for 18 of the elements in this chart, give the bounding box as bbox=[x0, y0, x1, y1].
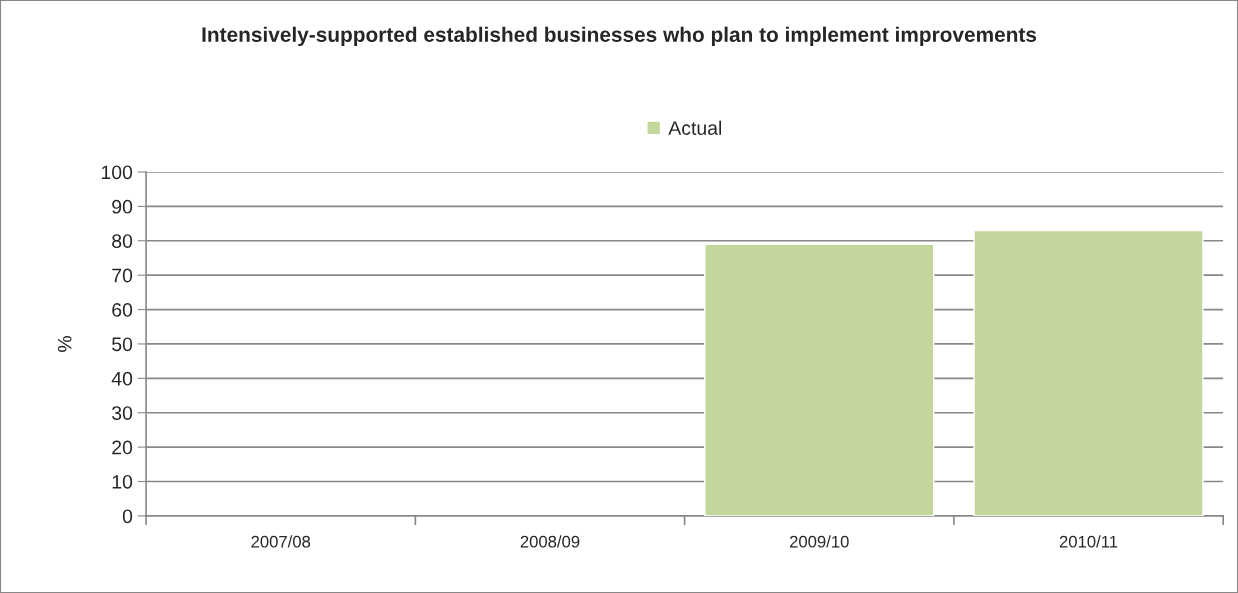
y-tick-label: 30 bbox=[112, 406, 133, 420]
legend-label: Actual bbox=[668, 120, 722, 135]
y-tick-label: 40 bbox=[111, 371, 133, 386]
x-tick-label: 2010/11 bbox=[1059, 535, 1118, 548]
y-tick-label: 100 bbox=[101, 165, 133, 180]
x-tick-label: 2009/10 bbox=[789, 535, 849, 548]
y-tick-label: 90 bbox=[112, 199, 133, 214]
y-tick-label: 0 bbox=[122, 509, 133, 524]
y-tick-label: 70 bbox=[112, 268, 133, 283]
y-tick-label: 10 bbox=[112, 474, 133, 489]
chart-title: Intensively-supported established businesses who plan to implement improvements bbox=[202, 26, 1037, 47]
y-tick-label: 20 bbox=[112, 440, 133, 455]
y-tick-label: 80 bbox=[112, 234, 133, 248]
x-tick-label: 2008/09 bbox=[520, 535, 580, 548]
y-axis-title: % bbox=[57, 335, 72, 352]
y-tick-label: 60 bbox=[112, 303, 133, 317]
y-tick-label: 50 bbox=[112, 337, 133, 352]
x-tick-label: 2007/08 bbox=[251, 535, 311, 548]
